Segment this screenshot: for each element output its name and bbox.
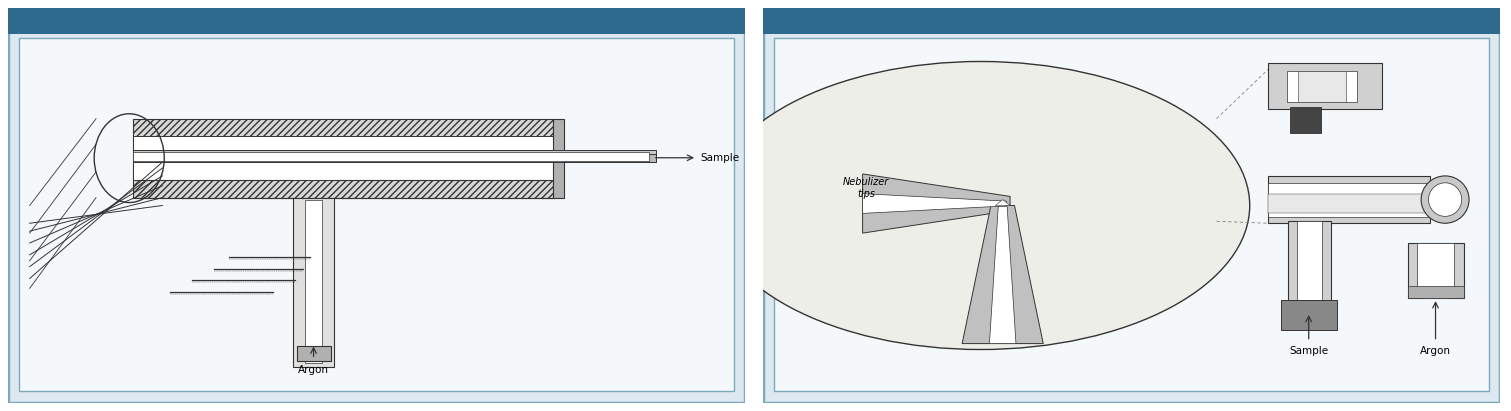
Bar <box>1268 63 1383 109</box>
Bar <box>1408 286 1464 298</box>
FancyBboxPatch shape <box>18 38 734 391</box>
Ellipse shape <box>1428 183 1461 216</box>
Polygon shape <box>863 174 1009 233</box>
Polygon shape <box>990 206 1015 344</box>
Bar <box>1296 221 1322 302</box>
Bar <box>296 346 331 361</box>
Ellipse shape <box>1422 176 1469 223</box>
Bar <box>1298 71 1346 102</box>
Bar <box>1417 243 1454 298</box>
Text: Nebulizer
tips: Nebulizer tips <box>843 177 890 199</box>
FancyBboxPatch shape <box>8 8 745 403</box>
Bar <box>1290 107 1321 132</box>
Text: Sample: Sample <box>701 153 740 163</box>
FancyBboxPatch shape <box>763 8 1500 34</box>
Bar <box>1281 300 1337 330</box>
Polygon shape <box>863 194 1006 213</box>
Bar <box>565 154 656 162</box>
Text: Argon: Argon <box>298 365 329 375</box>
Bar <box>293 198 334 367</box>
Polygon shape <box>996 200 1009 206</box>
Bar <box>1268 194 1431 213</box>
Bar <box>133 119 553 198</box>
Text: Sample: Sample <box>1289 346 1328 356</box>
Text: Argon: Argon <box>1420 346 1451 356</box>
Circle shape <box>712 62 1250 349</box>
FancyBboxPatch shape <box>8 8 745 34</box>
FancyBboxPatch shape <box>774 38 1490 391</box>
Polygon shape <box>963 206 1043 344</box>
Bar <box>133 136 553 180</box>
Bar <box>553 119 564 198</box>
Bar <box>1287 221 1331 302</box>
Bar <box>133 152 650 161</box>
Bar <box>305 200 322 363</box>
Bar <box>1268 182 1431 217</box>
Bar <box>1286 71 1357 102</box>
Bar <box>1268 176 1431 223</box>
Bar <box>1408 243 1464 298</box>
Bar <box>133 150 656 162</box>
FancyBboxPatch shape <box>763 8 1500 403</box>
